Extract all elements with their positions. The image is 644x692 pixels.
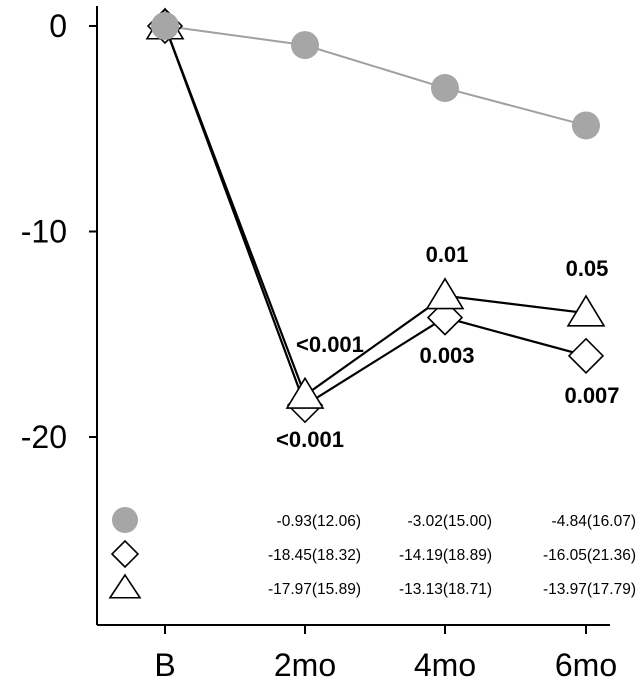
triangle-point bbox=[566, 294, 606, 327]
series-line-circle bbox=[164, 25, 587, 127]
series-line-diamond bbox=[163, 25, 587, 407]
circle-point bbox=[572, 111, 600, 140]
table-cell: -13.97(17.79) bbox=[543, 581, 636, 598]
series-line-triangle bbox=[163, 25, 587, 398]
x-tick-label: 2mo bbox=[274, 647, 336, 683]
triangle-point bbox=[285, 376, 325, 409]
axes: 0 -10 -20 B 2mo 4mo 6mo bbox=[21, 6, 617, 683]
p-value-label: 0.003 bbox=[419, 343, 474, 368]
x-tick-label: B bbox=[154, 647, 175, 683]
p-value-label: 0.01 bbox=[426, 242, 469, 267]
p-value-label: 0.007 bbox=[564, 383, 619, 408]
y-tick-label: -10 bbox=[21, 214, 67, 250]
x-tick-label: 4mo bbox=[414, 647, 476, 683]
series-lines bbox=[163, 25, 587, 407]
table-cell: -4.84(16.07) bbox=[552, 513, 636, 530]
y-tick-label: 0 bbox=[49, 8, 67, 44]
diamond-point bbox=[567, 337, 605, 374]
table-legend-circle bbox=[112, 507, 138, 533]
p-value-label: <0.001 bbox=[296, 332, 364, 357]
table-legend-diamond bbox=[110, 539, 140, 569]
table-cell: -13.13(18.71) bbox=[399, 581, 492, 598]
table-cell: -3.02(15.00) bbox=[408, 513, 492, 530]
p-value-labels: <0.001 0.01 0.05 <0.001 0.003 0.007 bbox=[276, 242, 619, 452]
table-cell: -16.05(21.36) bbox=[543, 547, 636, 564]
p-value-label: <0.001 bbox=[276, 427, 344, 452]
x-tick-label: 6mo bbox=[555, 647, 617, 683]
y-tick-label: -20 bbox=[21, 419, 67, 455]
summary-table: -0.93(12.06) -3.02(15.00) -4.84(16.07) -18.… bbox=[108, 507, 636, 599]
triangle-point bbox=[425, 277, 465, 310]
table-cell: -17.97(15.89) bbox=[268, 581, 361, 598]
p-value-label: 0.05 bbox=[566, 256, 609, 281]
circle-point bbox=[291, 31, 319, 60]
table-cell: -0.93(12.06) bbox=[277, 513, 361, 530]
table-cell: -18.45(18.32) bbox=[268, 547, 361, 564]
series-markers bbox=[145, 7, 606, 424]
circle-point bbox=[151, 12, 179, 40]
table-legend-triangle bbox=[108, 573, 142, 599]
table-cell: -14.19(18.89) bbox=[399, 547, 492, 564]
circle-point bbox=[431, 74, 459, 103]
